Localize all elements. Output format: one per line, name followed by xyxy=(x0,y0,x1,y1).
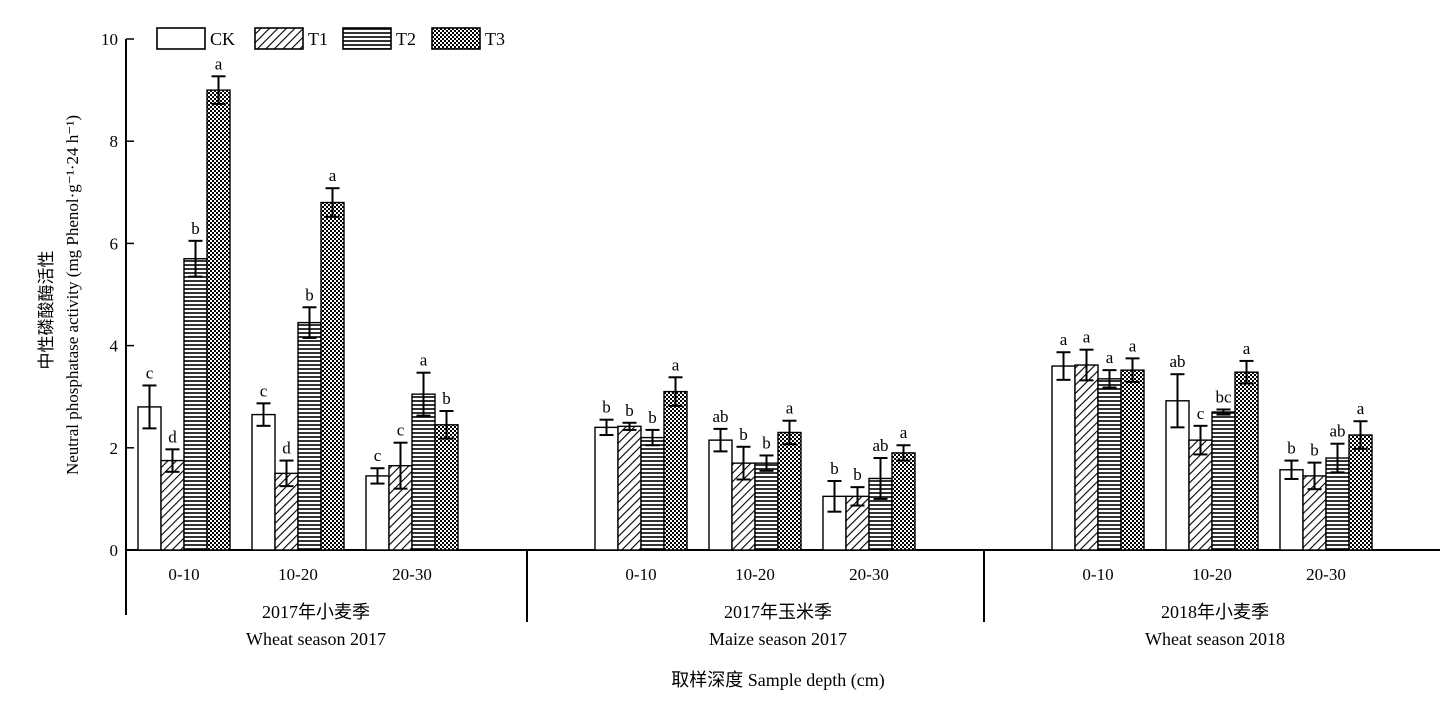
significance-letter: bc xyxy=(1215,387,1232,406)
bar xyxy=(160,459,185,551)
group-label-cn: 2017年玉米季 xyxy=(724,602,832,622)
x-tick-label: 20-30 xyxy=(849,565,889,584)
significance-letter: a xyxy=(1243,339,1251,358)
bar xyxy=(411,393,436,551)
bar xyxy=(1188,439,1213,551)
y-axis-label-en: Neutral phosphatase activity (mg Phenol·… xyxy=(63,115,82,475)
bar xyxy=(777,431,802,551)
bar xyxy=(1097,378,1122,551)
bar xyxy=(434,424,459,551)
bar xyxy=(640,436,665,551)
significance-letter: a xyxy=(1083,328,1091,347)
bar xyxy=(1051,365,1076,551)
legend-label: CK xyxy=(210,29,235,49)
legend-label: T2 xyxy=(396,29,416,49)
significance-letter: b xyxy=(625,401,634,420)
bar xyxy=(365,475,390,551)
bar xyxy=(297,321,322,551)
y-tick-label: 8 xyxy=(110,132,119,151)
y-tick-label: 6 xyxy=(110,234,119,253)
significance-letter: ab xyxy=(1169,352,1185,371)
legend-label: T3 xyxy=(485,29,505,49)
x-tick-label: 0-10 xyxy=(168,565,199,584)
significance-letter: d xyxy=(282,439,291,458)
bar xyxy=(251,413,276,551)
x-tick-label: 10-20 xyxy=(735,565,775,584)
y-tick-label: 2 xyxy=(110,439,119,458)
y-tick-label: 0 xyxy=(110,541,119,560)
bar xyxy=(1211,411,1236,551)
significance-letter: b xyxy=(191,219,200,238)
significance-letter: b xyxy=(1310,441,1319,460)
significance-letter: a xyxy=(1357,399,1365,418)
bar xyxy=(754,462,779,551)
legend-label: T1 xyxy=(308,29,328,49)
significance-letter: b xyxy=(1287,439,1296,458)
significance-letter: ab xyxy=(1329,422,1345,441)
significance-letter: ab xyxy=(872,436,888,455)
bar xyxy=(1279,469,1304,551)
significance-letter: a xyxy=(1106,348,1114,367)
legend-swatch xyxy=(342,27,392,50)
significance-letter: a xyxy=(215,54,223,73)
significance-letter: c xyxy=(397,421,405,440)
x-tick-label: 10-20 xyxy=(278,565,318,584)
significance-letter: c xyxy=(374,446,382,465)
x-tick-label: 20-30 xyxy=(392,565,432,584)
significance-letter: b xyxy=(739,425,748,444)
group-label-en: Maize season 2017 xyxy=(709,629,847,649)
bar xyxy=(1120,369,1145,551)
plot-area: 0246810cdba0-10cdba10-20ccab20-302017年小麦… xyxy=(101,27,1440,649)
group-label-cn: 2018年小麦季 xyxy=(1161,602,1269,622)
group-label-cn: 2017年小麦季 xyxy=(262,602,370,622)
bar xyxy=(891,452,916,551)
bar xyxy=(183,258,208,551)
legend-swatch xyxy=(156,27,206,50)
significance-letter: b xyxy=(602,398,611,417)
significance-letter: a xyxy=(1060,330,1068,349)
group-label-en: Wheat season 2018 xyxy=(1145,629,1285,649)
significance-letter: b xyxy=(830,459,839,478)
bar xyxy=(708,439,733,551)
bar xyxy=(1348,434,1373,551)
bar xyxy=(320,201,345,551)
legend-swatch xyxy=(254,27,304,50)
significance-letter: a xyxy=(420,351,428,370)
legend-swatch xyxy=(431,27,481,50)
significance-letter: a xyxy=(672,355,680,374)
significance-letter: c xyxy=(260,381,268,400)
bar xyxy=(206,89,231,551)
significance-letter: b xyxy=(762,433,771,452)
significance-letter: b xyxy=(648,408,657,427)
x-axis-label: 取样深度 Sample depth (cm) xyxy=(671,670,884,691)
significance-letter: b xyxy=(442,389,451,408)
y-tick-label: 10 xyxy=(101,30,118,49)
bar xyxy=(1234,371,1259,551)
significance-letter: c xyxy=(1197,404,1205,423)
y-axis-label-cn: 中性磷酸酶活性 xyxy=(37,251,56,370)
significance-letter: a xyxy=(786,399,794,418)
bar xyxy=(1074,364,1099,551)
significance-letter: b xyxy=(853,465,862,484)
bar xyxy=(594,426,619,551)
significance-letter: c xyxy=(146,363,154,382)
bar xyxy=(617,425,642,551)
significance-letter: b xyxy=(305,285,314,304)
x-tick-label: 0-10 xyxy=(1082,565,1113,584)
bar xyxy=(663,390,688,551)
significance-letter: ab xyxy=(712,407,728,426)
x-tick-label: 10-20 xyxy=(1192,565,1232,584)
x-tick-label: 0-10 xyxy=(625,565,656,584)
significance-letter: d xyxy=(168,427,177,446)
x-tick-label: 20-30 xyxy=(1306,565,1346,584)
significance-letter: a xyxy=(1129,336,1137,355)
y-tick-label: 4 xyxy=(110,337,119,356)
group-label-en: Wheat season 2017 xyxy=(246,629,386,649)
significance-letter: a xyxy=(900,423,908,442)
significance-letter: a xyxy=(329,166,337,185)
